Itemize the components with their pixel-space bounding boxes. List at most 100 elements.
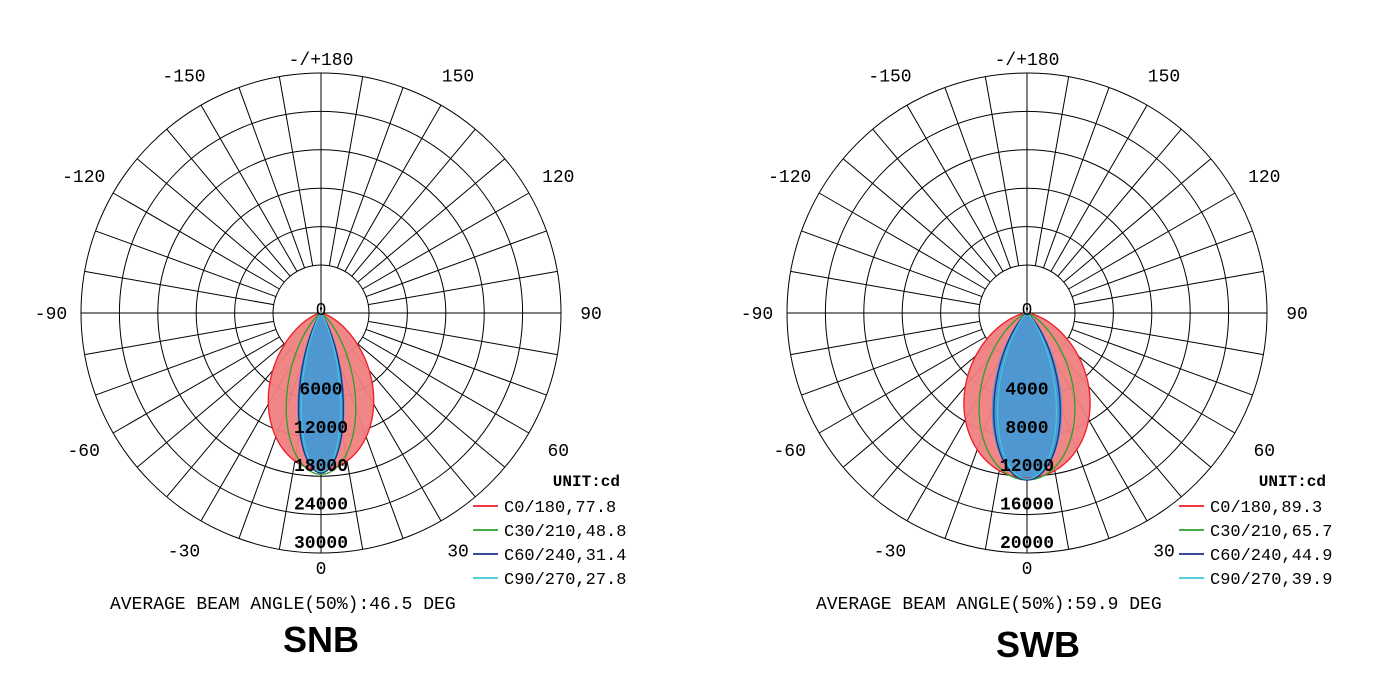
radial-spoke — [1034, 76, 1070, 266]
radial-spoke — [362, 192, 530, 290]
polar-chart-snb: -/+180 -150 150 -120 120 -90 90 -60 60 -30 30 0 0 600… — [35, 51, 627, 660]
radial-tick-label: 20000 — [1000, 534, 1054, 554]
area-c90-fill — [297, 313, 345, 472]
radial-spoke — [112, 192, 280, 290]
series-curve-c30 — [285, 312, 357, 475]
radial-spoke — [136, 158, 285, 283]
radial-spoke — [818, 192, 986, 290]
legend-label: C0/180,89.3 — [1210, 499, 1322, 518]
radial-spoke — [984, 76, 1020, 266]
radial-spoke — [790, 320, 980, 356]
series-curve-c0 — [963, 312, 1091, 479]
radial-tick-label: 12000 — [1000, 457, 1054, 477]
radial-spoke — [357, 343, 506, 468]
radial-spoke — [1074, 270, 1264, 306]
radial-tick-label: 24000 — [294, 496, 348, 516]
legend-label: C60/240,44.9 — [1210, 547, 1332, 566]
radial-spoke — [1071, 328, 1253, 396]
radial-spoke — [1068, 336, 1236, 434]
angle-label: -150 — [868, 68, 911, 88]
radial-spoke — [278, 76, 314, 266]
angle-label: -60 — [68, 442, 100, 462]
radial-spoke — [1057, 128, 1182, 277]
angle-label: 30 — [1153, 542, 1175, 562]
radial-spoke — [906, 104, 1004, 272]
radial-spoke — [1068, 192, 1236, 290]
legend-label: C60/240,31.4 — [504, 547, 626, 566]
radial-spoke — [84, 320, 274, 356]
radial-spoke — [818, 336, 986, 434]
radial-tick-label: 4000 — [1005, 380, 1048, 400]
angle-label: -120 — [768, 168, 811, 188]
radial-spoke — [351, 128, 476, 277]
angle-label: 60 — [547, 442, 569, 462]
legend-label: C0/180,77.8 — [504, 499, 616, 518]
radial-spoke — [1063, 343, 1212, 468]
angle-label: -/+180 — [995, 51, 1060, 71]
chart-name: SNB — [283, 619, 359, 660]
center-label: 0 — [316, 301, 327, 321]
polar-chart-swb: -/+180 -150 150 -120 120 -90 90 -60 60 -30 30 0 0 400… — [741, 51, 1333, 665]
angle-label: 0 — [316, 560, 327, 580]
radial-spoke — [1074, 320, 1264, 356]
legend-label: C90/270,27.8 — [504, 571, 626, 590]
radial-tick-label: 16000 — [1000, 496, 1054, 516]
angle-label: -90 — [741, 305, 773, 325]
radial-tick-label: 6000 — [299, 380, 342, 400]
legend-label: C30/210,48.8 — [504, 523, 626, 542]
radial-spoke — [368, 270, 558, 306]
radial-spoke — [112, 336, 280, 434]
radial-spoke — [801, 328, 983, 396]
radial-spoke — [801, 230, 983, 298]
radial-tick-label: 30000 — [294, 534, 348, 554]
radial-spoke — [842, 343, 991, 468]
radial-spoke — [944, 87, 1012, 269]
legend: UNIT:cd C0/180,89.3 C30/210,65.7 C60/240,44… — [1179, 473, 1332, 590]
radial-spoke — [365, 230, 547, 298]
radial-spoke — [790, 270, 980, 306]
series-curve-c0 — [267, 312, 375, 471]
angle-label: 120 — [1248, 168, 1280, 188]
radial-spoke — [344, 104, 442, 272]
angle-label: -150 — [162, 68, 205, 88]
radial-tick-label: 12000 — [294, 419, 348, 439]
legend: UNIT:cd C0/180,77.8 C30/210,48.8 C60/240,31… — [473, 473, 626, 590]
radial-spoke — [351, 349, 476, 498]
radial-spoke — [1042, 87, 1110, 269]
beam-angle-text: AVERAGE BEAM ANGLE(50%):59.9 DEG — [816, 595, 1162, 615]
legend-label: C30/210,65.7 — [1210, 523, 1332, 542]
angle-label: 0 — [1022, 560, 1033, 580]
radial-spoke — [362, 336, 530, 434]
beam-angle-text: AVERAGE BEAM ANGLE(50%):46.5 DEG — [110, 595, 456, 615]
angle-label: -30 — [874, 542, 906, 562]
radial-spoke — [328, 76, 364, 266]
center-label: 0 — [1022, 301, 1033, 321]
angle-label: -60 — [774, 442, 806, 462]
radial-spoke — [872, 128, 997, 277]
radial-spoke — [368, 320, 558, 356]
angle-labels: -/+180 -150 150 -120 120 -90 90 -60 60 -30 30 0 — [35, 51, 602, 580]
angle-label: -120 — [62, 168, 105, 188]
radial-spoke — [1063, 158, 1212, 283]
angle-labels: -/+180 -150 150 -120 120 -90 90 -60 60 -30 30 0 — [741, 51, 1308, 580]
angle-label: 150 — [442, 68, 474, 88]
chart-name: SWB — [996, 624, 1080, 665]
angle-label: 60 — [1253, 442, 1275, 462]
radial-tick-label: 8000 — [1005, 419, 1048, 439]
angle-label: -90 — [35, 305, 67, 325]
radial-spoke — [357, 158, 506, 283]
legend-label: C90/270,39.9 — [1210, 571, 1332, 590]
radial-spoke — [95, 230, 277, 298]
radial-spoke — [365, 328, 547, 396]
angle-label: 120 — [542, 168, 574, 188]
area-c90-fill — [991, 313, 1063, 480]
series-curve-c90 — [996, 312, 1058, 480]
angle-label: 90 — [1286, 305, 1308, 325]
radial-spoke — [1071, 230, 1253, 298]
radial-spoke — [166, 349, 291, 498]
angle-label: 30 — [447, 542, 469, 562]
radial-spoke — [238, 87, 306, 269]
angle-label: -/+180 — [289, 51, 354, 71]
radial-spoke — [166, 128, 291, 277]
